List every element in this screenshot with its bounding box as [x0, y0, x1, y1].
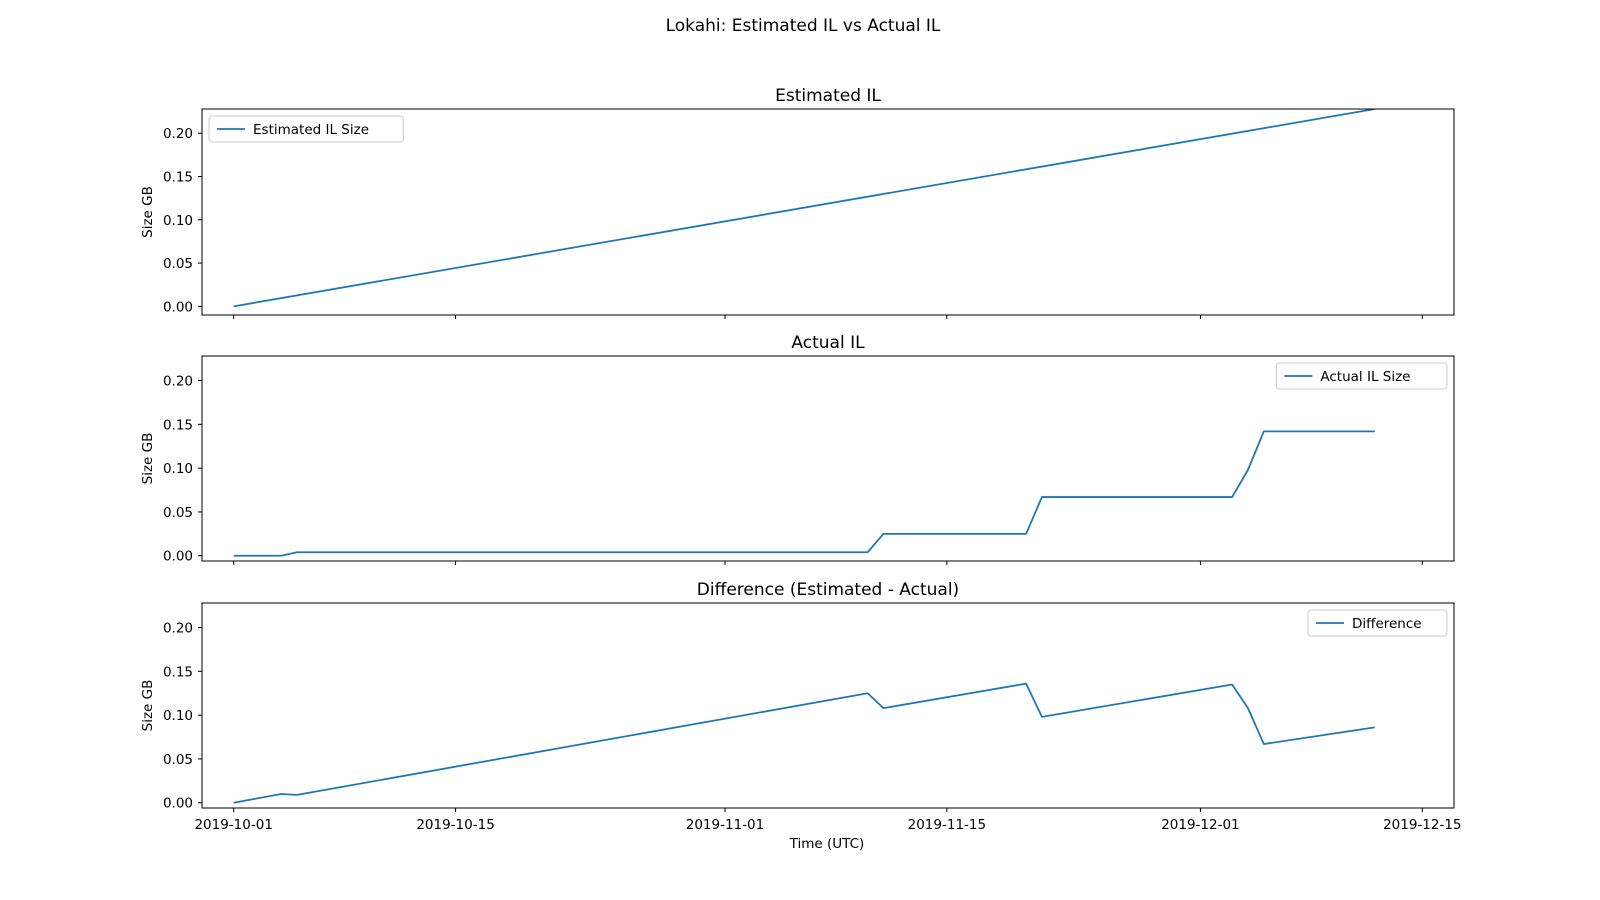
- y-tick-label: 0.05: [163, 505, 193, 521]
- x-tick-label: 2019-11-01: [686, 817, 764, 833]
- legend: Actual IL Size: [1275, 362, 1448, 390]
- y-tick-label: 0.00: [163, 299, 193, 315]
- y-tick-label: 0.15: [163, 664, 193, 680]
- y-axis-label: Size GB: [140, 433, 156, 485]
- legend-label: Estimated IL Size: [253, 122, 369, 138]
- y-tick-label: 0.20: [163, 621, 193, 637]
- y-tick-label: 0.15: [163, 170, 193, 186]
- subplot-1: Estimated IL 0.00 0.05 0.10 0.15 0.20 Size GB E…: [140, 86, 1455, 319]
- y-axis-label: Size GB: [140, 186, 156, 238]
- series-line: [233, 430, 1375, 557]
- legend-label: Actual IL Size: [1320, 369, 1410, 385]
- y-tick-label: 0.15: [163, 417, 193, 433]
- axes-frame: [201, 108, 1455, 316]
- series-line: [233, 682, 1375, 804]
- subplot-title: Difference (Estimated - Actual): [697, 580, 959, 600]
- y-tick-label: 0.05: [163, 752, 193, 768]
- x-tick-label: 2019-11-15: [908, 817, 986, 833]
- series-line: [233, 109, 1375, 308]
- y-tick-label: 0.10: [163, 461, 193, 477]
- x-tick-label: 2019-10-15: [416, 817, 494, 833]
- x-tick-label: 2019-12-01: [1161, 817, 1239, 833]
- x-tick-label: 2019-10-01: [194, 817, 272, 833]
- subplot-2: Actual IL 0.00 0.05 0.10 0.15 0.20 Size GB Actu…: [140, 333, 1455, 565]
- axes-frame: [201, 602, 1455, 809]
- y-tick-label: 0.10: [163, 213, 193, 229]
- legend-box: [1275, 362, 1448, 390]
- subplot-title: Actual IL: [791, 333, 865, 353]
- legend-box: [1307, 609, 1448, 637]
- y-tick-label: 0.10: [163, 708, 193, 724]
- subplot-title: Estimated IL: [775, 86, 881, 106]
- y-axis-label: Size GB: [140, 680, 156, 732]
- y-tick-label: 0.05: [163, 256, 193, 272]
- x-tick-label: 2019-12-15: [1383, 817, 1461, 833]
- figure-title: Lokahi: Estimated IL vs Actual IL: [666, 16, 941, 36]
- y-tick-label: 0.00: [163, 796, 193, 812]
- legend-label: Difference: [1352, 616, 1422, 632]
- legend-box: [208, 115, 404, 143]
- subplot-3: Difference (Estimated - Actual) 0.00 0.05 0…: [140, 580, 1462, 833]
- axes-layer: Estimated IL 0.00 0.05 0.10 0.15 0.20 Size GB E…: [140, 86, 1462, 833]
- legend: Difference: [1307, 609, 1448, 637]
- y-tick-label: 0.00: [163, 549, 193, 565]
- x-axis-label: Time (UTC): [789, 836, 865, 852]
- axes-frame: [201, 355, 1455, 562]
- legend: Estimated IL Size: [208, 115, 404, 143]
- y-tick-label: 0.20: [163, 126, 193, 142]
- y-tick-label: 0.20: [163, 374, 193, 390]
